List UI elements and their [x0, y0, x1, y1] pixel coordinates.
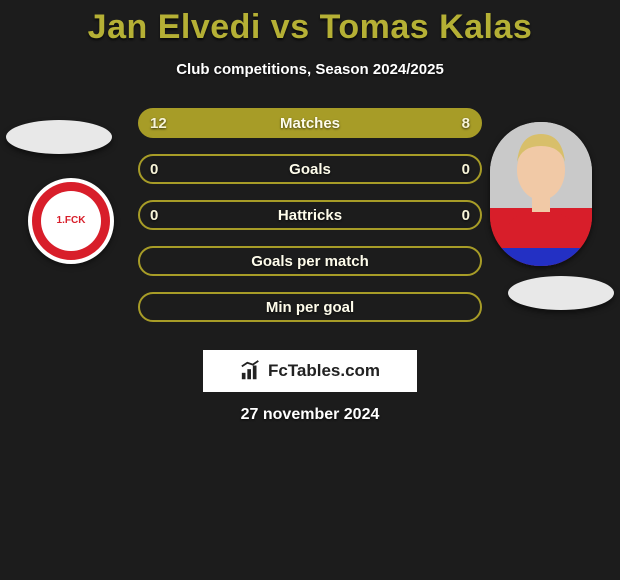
stat-row: Min per goal [138, 292, 482, 322]
stat-label: Min per goal [266, 299, 354, 316]
stat-bars-container: Matches 12 8 Goals 0 0 Hattricks 0 0 Goals per ma… [138, 108, 482, 338]
stat-row: Goals 0 0 [138, 154, 482, 184]
stat-left-value: 0 [150, 207, 158, 224]
comparison-date: 27 november 2024 [0, 406, 620, 424]
stat-label: Hattricks [278, 207, 342, 224]
stat-left-value: 0 [150, 161, 158, 178]
stat-label: Goals [289, 161, 331, 178]
comparison-subtitle: Club competitions, Season 2024/2025 [0, 61, 620, 78]
stats-area: Matches 12 8 Goals 0 0 Hattricks 0 0 Goals per ma… [0, 108, 620, 338]
stat-label: Matches [280, 115, 340, 132]
stat-row: Hattricks 0 0 [138, 200, 482, 230]
stat-right-value: 0 [462, 207, 470, 224]
stat-row: Goals per match [138, 246, 482, 276]
stat-row: Matches 12 8 [138, 108, 482, 138]
stat-label: Goals per match [251, 253, 369, 270]
stat-right-value: 8 [462, 115, 470, 132]
stat-right-value: 0 [462, 161, 470, 178]
brand-text: FcTables.com [268, 361, 380, 381]
comparison-title: Jan Elvedi vs Tomas Kalas [0, 0, 620, 47]
bar-chart-icon [240, 360, 262, 382]
stat-left-value: 12 [150, 115, 167, 132]
brand-attribution: FcTables.com [203, 350, 417, 392]
